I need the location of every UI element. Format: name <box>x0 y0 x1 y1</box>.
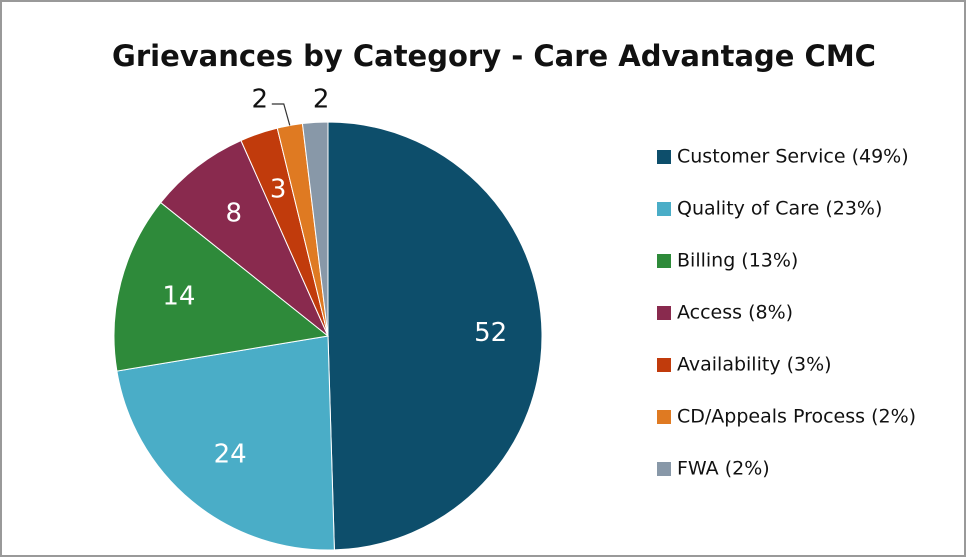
legend-label: Billing (13%) <box>677 250 798 272</box>
legend-swatch <box>657 306 671 320</box>
legend-label: Availability (3%) <box>677 354 832 376</box>
legend-label: CD/Appeals Process (2%) <box>677 406 916 428</box>
data-label: 3 <box>270 175 287 205</box>
legend-label: Access (8%) <box>677 302 793 324</box>
legend-swatch <box>657 150 671 164</box>
pie-slice <box>116 335 335 551</box>
legend-swatch <box>657 358 671 372</box>
data-label: 52 <box>474 318 507 348</box>
data-label: 8 <box>225 199 242 229</box>
data-label: 14 <box>162 282 195 312</box>
legend-label: FWA (2%) <box>677 458 770 480</box>
pie-slice <box>113 201 330 372</box>
data-label: 2 <box>313 85 330 115</box>
pie-slice <box>159 139 329 337</box>
data-label: 2 <box>252 85 269 115</box>
legend-swatch <box>657 202 671 216</box>
data-label: 24 <box>214 440 247 470</box>
pie-slice <box>327 121 543 551</box>
pie-slice <box>301 121 329 337</box>
legend-swatch <box>657 410 671 424</box>
legend-swatch <box>657 462 671 476</box>
legend-label: Customer Service (49%) <box>677 146 909 168</box>
legend-label: Quality of Care (23%) <box>677 198 882 220</box>
legend-swatch <box>657 254 671 268</box>
chart-title: Grievances by Category - Care Advantage … <box>112 39 876 73</box>
leader-line <box>271 103 291 126</box>
